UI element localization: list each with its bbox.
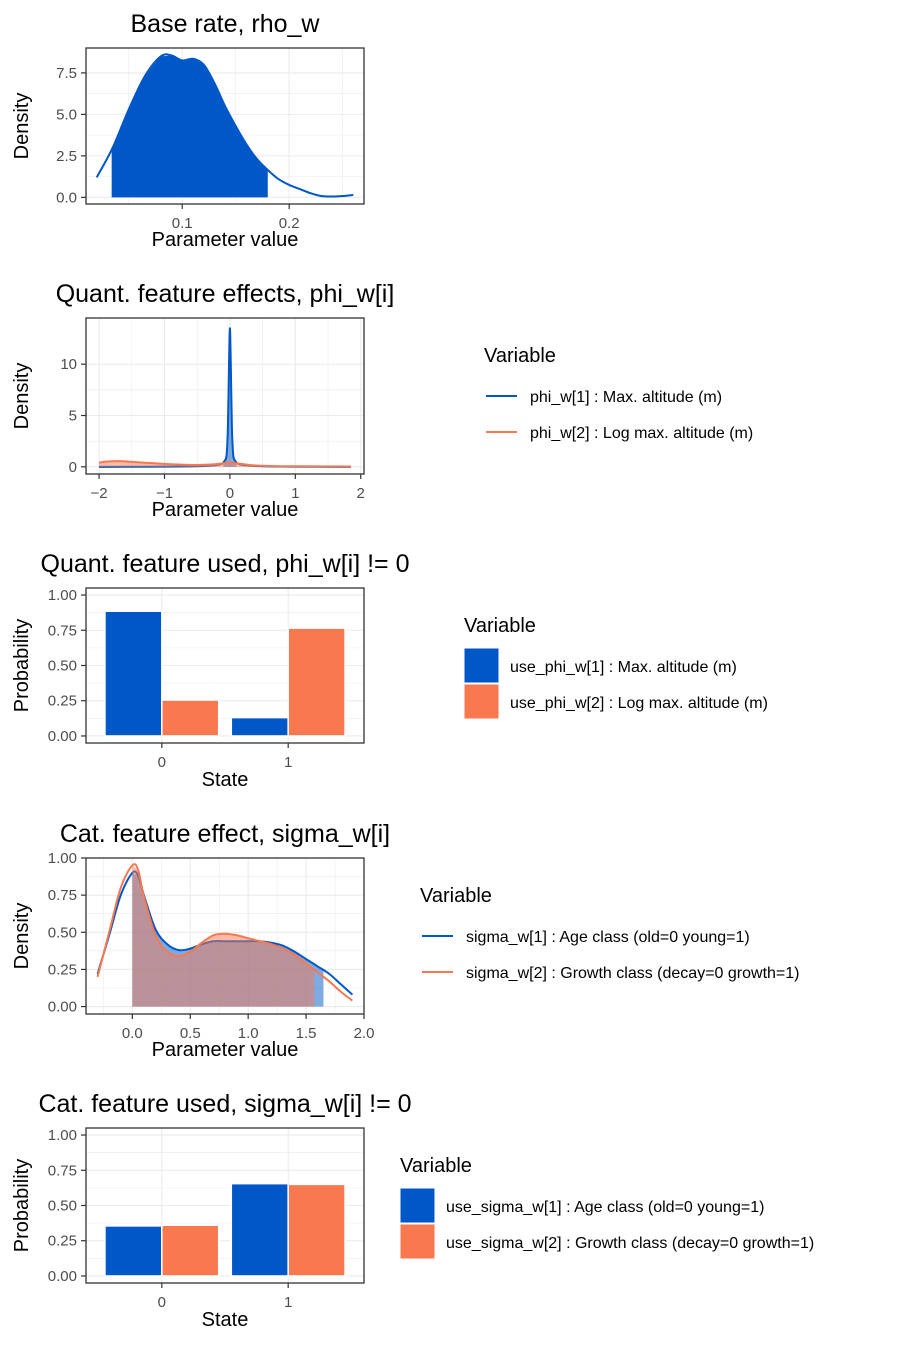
x-tick-label: 0 (158, 754, 166, 771)
y-tick-label: 0.00 (48, 1268, 77, 1285)
y-tick-label: 1.00 (48, 850, 77, 867)
legend-label-series2: sigma_w[2] : Growth class (decay=0 growt… (466, 965, 799, 982)
x-tick-label: 1.5 (296, 1025, 317, 1042)
y-axis-title: Density (11, 903, 33, 970)
x-axis-title: Parameter value (152, 1039, 299, 1061)
density-fill-series2 (99, 461, 351, 467)
y-axis-title: Density (11, 93, 33, 160)
chart-title: Base rate, rho_w (131, 10, 321, 38)
panel-border (85, 317, 365, 475)
bar-series2-state0 (161, 699, 220, 737)
chart-panel-4: 0.00 0.25 0.50 0.75 1.00 0.0 0.5 1.0 1.5 2.0 Cat. … (11, 820, 799, 1061)
bar-series1-state0 (104, 1225, 163, 1277)
x-tick-label: 0.1 (172, 215, 193, 232)
legend-key-series2 (399, 1223, 436, 1260)
x-axis-title: State (202, 769, 249, 791)
legend-title: Variable (464, 615, 536, 637)
y-tick-label: 5.0 (56, 106, 77, 123)
legend-key-series1 (399, 1187, 436, 1224)
chart-title: Quant. feature effects, phi_w[i] (56, 280, 395, 308)
legend-title: Variable (420, 885, 492, 907)
y-tick-label: 0.00 (48, 999, 77, 1016)
chart-panel-2: 0 5 10 −2 −1 0 1 2 Quant. feature effects, phi_w… (11, 280, 753, 521)
panel-border (85, 47, 365, 205)
y-tick-label: 5 (69, 408, 77, 425)
y-tick-label: 0.75 (48, 622, 77, 639)
x-tick-label: 2.0 (354, 1025, 375, 1042)
density-fill-series1 (111, 55, 268, 198)
x-tick-label: −1 (156, 485, 173, 502)
bar-series1-state1 (230, 716, 289, 737)
legend: Variable use_phi_w[1] : Max. altitude (m)… (463, 615, 768, 720)
x-tick-label: 1 (284, 1294, 292, 1311)
chart-panel-1: 0.0 2.5 5.0 7.5 0.1 0.2 Base rate, rho_w Parame… (11, 10, 365, 251)
x-axis-title: Parameter value (152, 229, 299, 251)
legend-label-series1: use_phi_w[1] : Max. altitude (m) (510, 659, 737, 676)
x-tick-label: 1.0 (238, 1025, 259, 1042)
y-tick-label: 0.50 (48, 924, 77, 941)
legend-label-series2: use_phi_w[2] : Log max. altitude (m) (510, 695, 768, 712)
bar-series1-state1 (230, 1182, 289, 1277)
y-tick-label: 0.0 (56, 189, 77, 206)
chart-panel-3: 0.00 0.25 0.50 0.75 1.00 0 1 Quant. feature use… (11, 550, 768, 791)
y-tick-label: 0.75 (48, 1162, 77, 1179)
legend: Variable use_sigma_w[1] : Age class (old=… (399, 1155, 814, 1260)
legend-key-series1 (463, 647, 500, 684)
y-axis-title: Probability (11, 619, 33, 712)
density-fill-series2 (132, 865, 315, 1007)
y-tick-label: 0.75 (48, 887, 77, 904)
x-tick-label: 1 (284, 754, 292, 771)
x-axis-title: Parameter value (152, 499, 299, 521)
density-line-series2 (96, 863, 354, 1002)
legend: Variable phi_w[1] : Max. altitude (m) phi_… (484, 345, 753, 442)
x-tick-label: −2 (91, 485, 108, 502)
x-tick-label: 1 (291, 485, 299, 502)
legend-label-series1: use_sigma_w[1] : Age class (old=0 young=… (446, 1199, 764, 1216)
bar-series2-state1 (287, 1183, 346, 1277)
x-tick-label: 0.2 (279, 215, 300, 232)
legend-label-series1: sigma_w[1] : Age class (old=0 young=1) (466, 929, 750, 946)
legend-label-series2: use_sigma_w[2] : Growth class (decay=0 g… (446, 1235, 814, 1252)
y-axis-title: Density (11, 363, 33, 430)
y-tick-label: 0.25 (48, 1233, 77, 1250)
panel-background (86, 318, 364, 474)
density-fill-series1 (223, 328, 237, 467)
legend-title: Variable (484, 345, 556, 367)
density-line-series1 (95, 53, 354, 198)
chart-panel-5: 0.00 0.25 0.50 0.75 1.00 0 1 Cat. feature used,… (11, 1090, 814, 1331)
y-axis-title: Probability (11, 1159, 33, 1252)
y-tick-label: 0.50 (48, 658, 77, 675)
y-tick-label: 0.00 (48, 728, 77, 745)
x-tick-label: 0 (226, 485, 234, 502)
y-tick-label: 0.25 (48, 693, 77, 710)
legend: Variable sigma_w[1] : Age class (old=0 yo… (420, 885, 799, 982)
x-tick-label: 0 (158, 1294, 166, 1311)
x-tick-label: 0.5 (180, 1025, 201, 1042)
y-tick-label: 7.5 (56, 65, 77, 82)
legend-label-series2: phi_w[2] : Log max. altitude (m) (530, 425, 753, 442)
y-tick-label: 0 (69, 459, 77, 476)
legend-title: Variable (400, 1155, 472, 1177)
y-tick-label: 0.25 (48, 961, 77, 978)
legend-label-series1: phi_w[1] : Max. altitude (m) (530, 389, 722, 406)
density-line-series2 (98, 460, 351, 468)
y-tick-label: 2.5 (56, 148, 77, 165)
bar-series1-state0 (104, 610, 163, 737)
panel-border (85, 857, 365, 1015)
chart-title: Cat. feature effect, sigma_w[i] (60, 820, 390, 848)
bar-series2-state1 (287, 627, 346, 737)
y-tick-label: 10 (60, 356, 77, 373)
y-tick-label: 1.00 (48, 587, 77, 604)
bar-series2-state0 (161, 1224, 220, 1277)
y-tick-label: 1.00 (48, 1127, 77, 1144)
legend-key-series2 (463, 683, 500, 720)
y-tick-label: 0.50 (48, 1198, 77, 1215)
x-axis-title: State (202, 1309, 249, 1331)
chart-title: Quant. feature used, phi_w[i] != 0 (41, 550, 410, 578)
x-tick-label: 2 (357, 485, 365, 502)
chart-title: Cat. feature used, sigma_w[i] != 0 (38, 1090, 411, 1118)
x-tick-label: 0.0 (122, 1025, 143, 1042)
